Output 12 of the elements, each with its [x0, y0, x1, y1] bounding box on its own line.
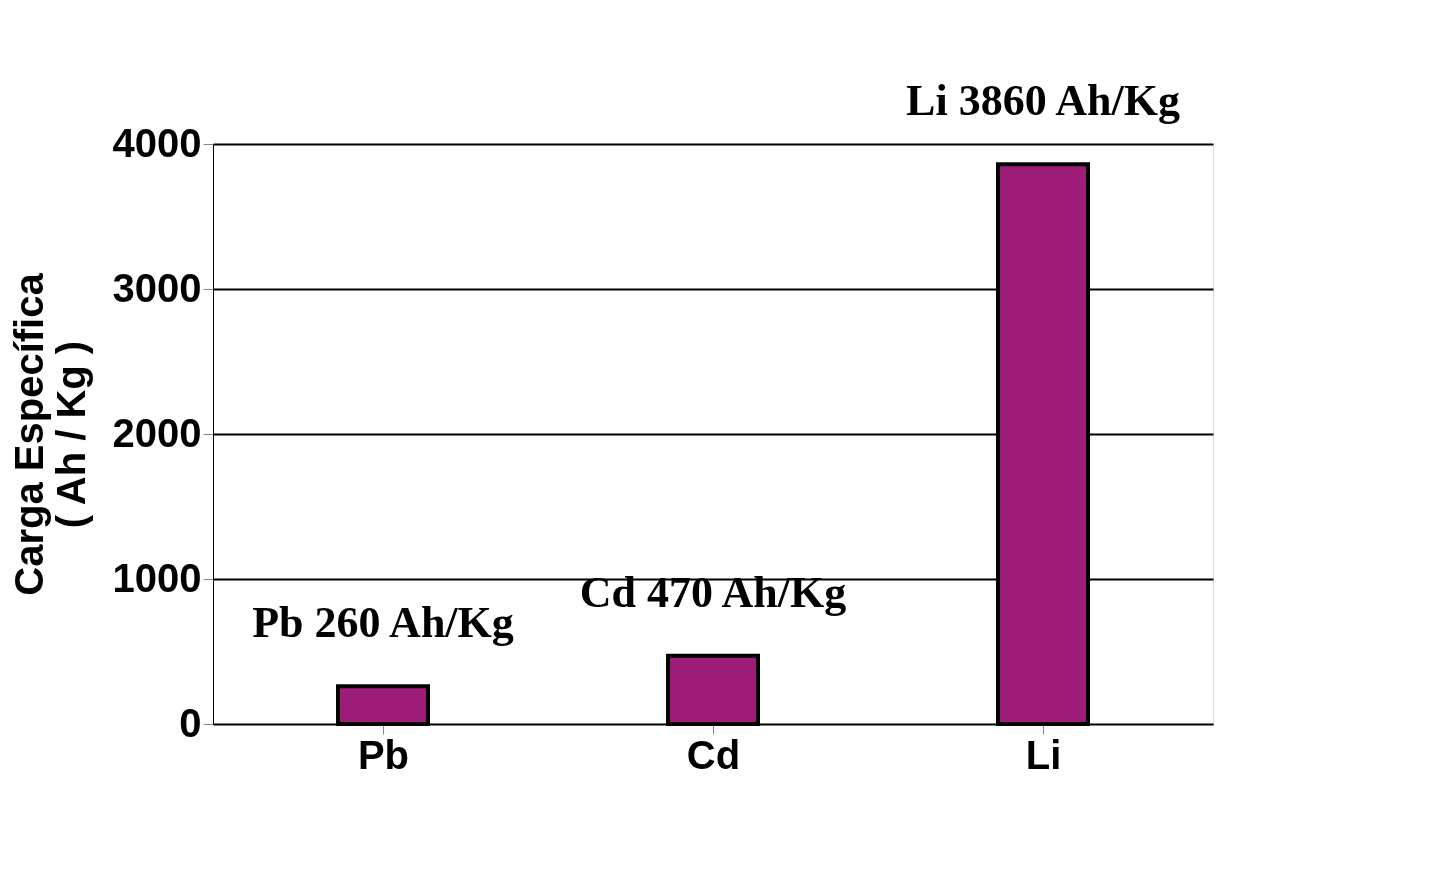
y-tick-label: 2000 — [112, 410, 202, 455]
y-tick-label: 4000 — [112, 120, 202, 165]
x-tick-label: Cd — [686, 732, 741, 777]
data-label: Pb 260 Ah/Kg — [252, 598, 514, 648]
x-tick-label: Li — [1025, 732, 1062, 777]
x-tick-label: Pb — [357, 732, 410, 777]
y-tick-label: 1000 — [112, 555, 202, 600]
y-tick-label: 3000 — [112, 265, 202, 310]
data-label: Li 3860 Ah/Kg — [906, 76, 1180, 126]
y-axis-title: Carga Específica ( Ah / Kg ) — [6, 272, 93, 596]
data-label: Cd 470 Ah/Kg — [579, 567, 847, 617]
y-tick-label: 0 — [179, 700, 202, 745]
